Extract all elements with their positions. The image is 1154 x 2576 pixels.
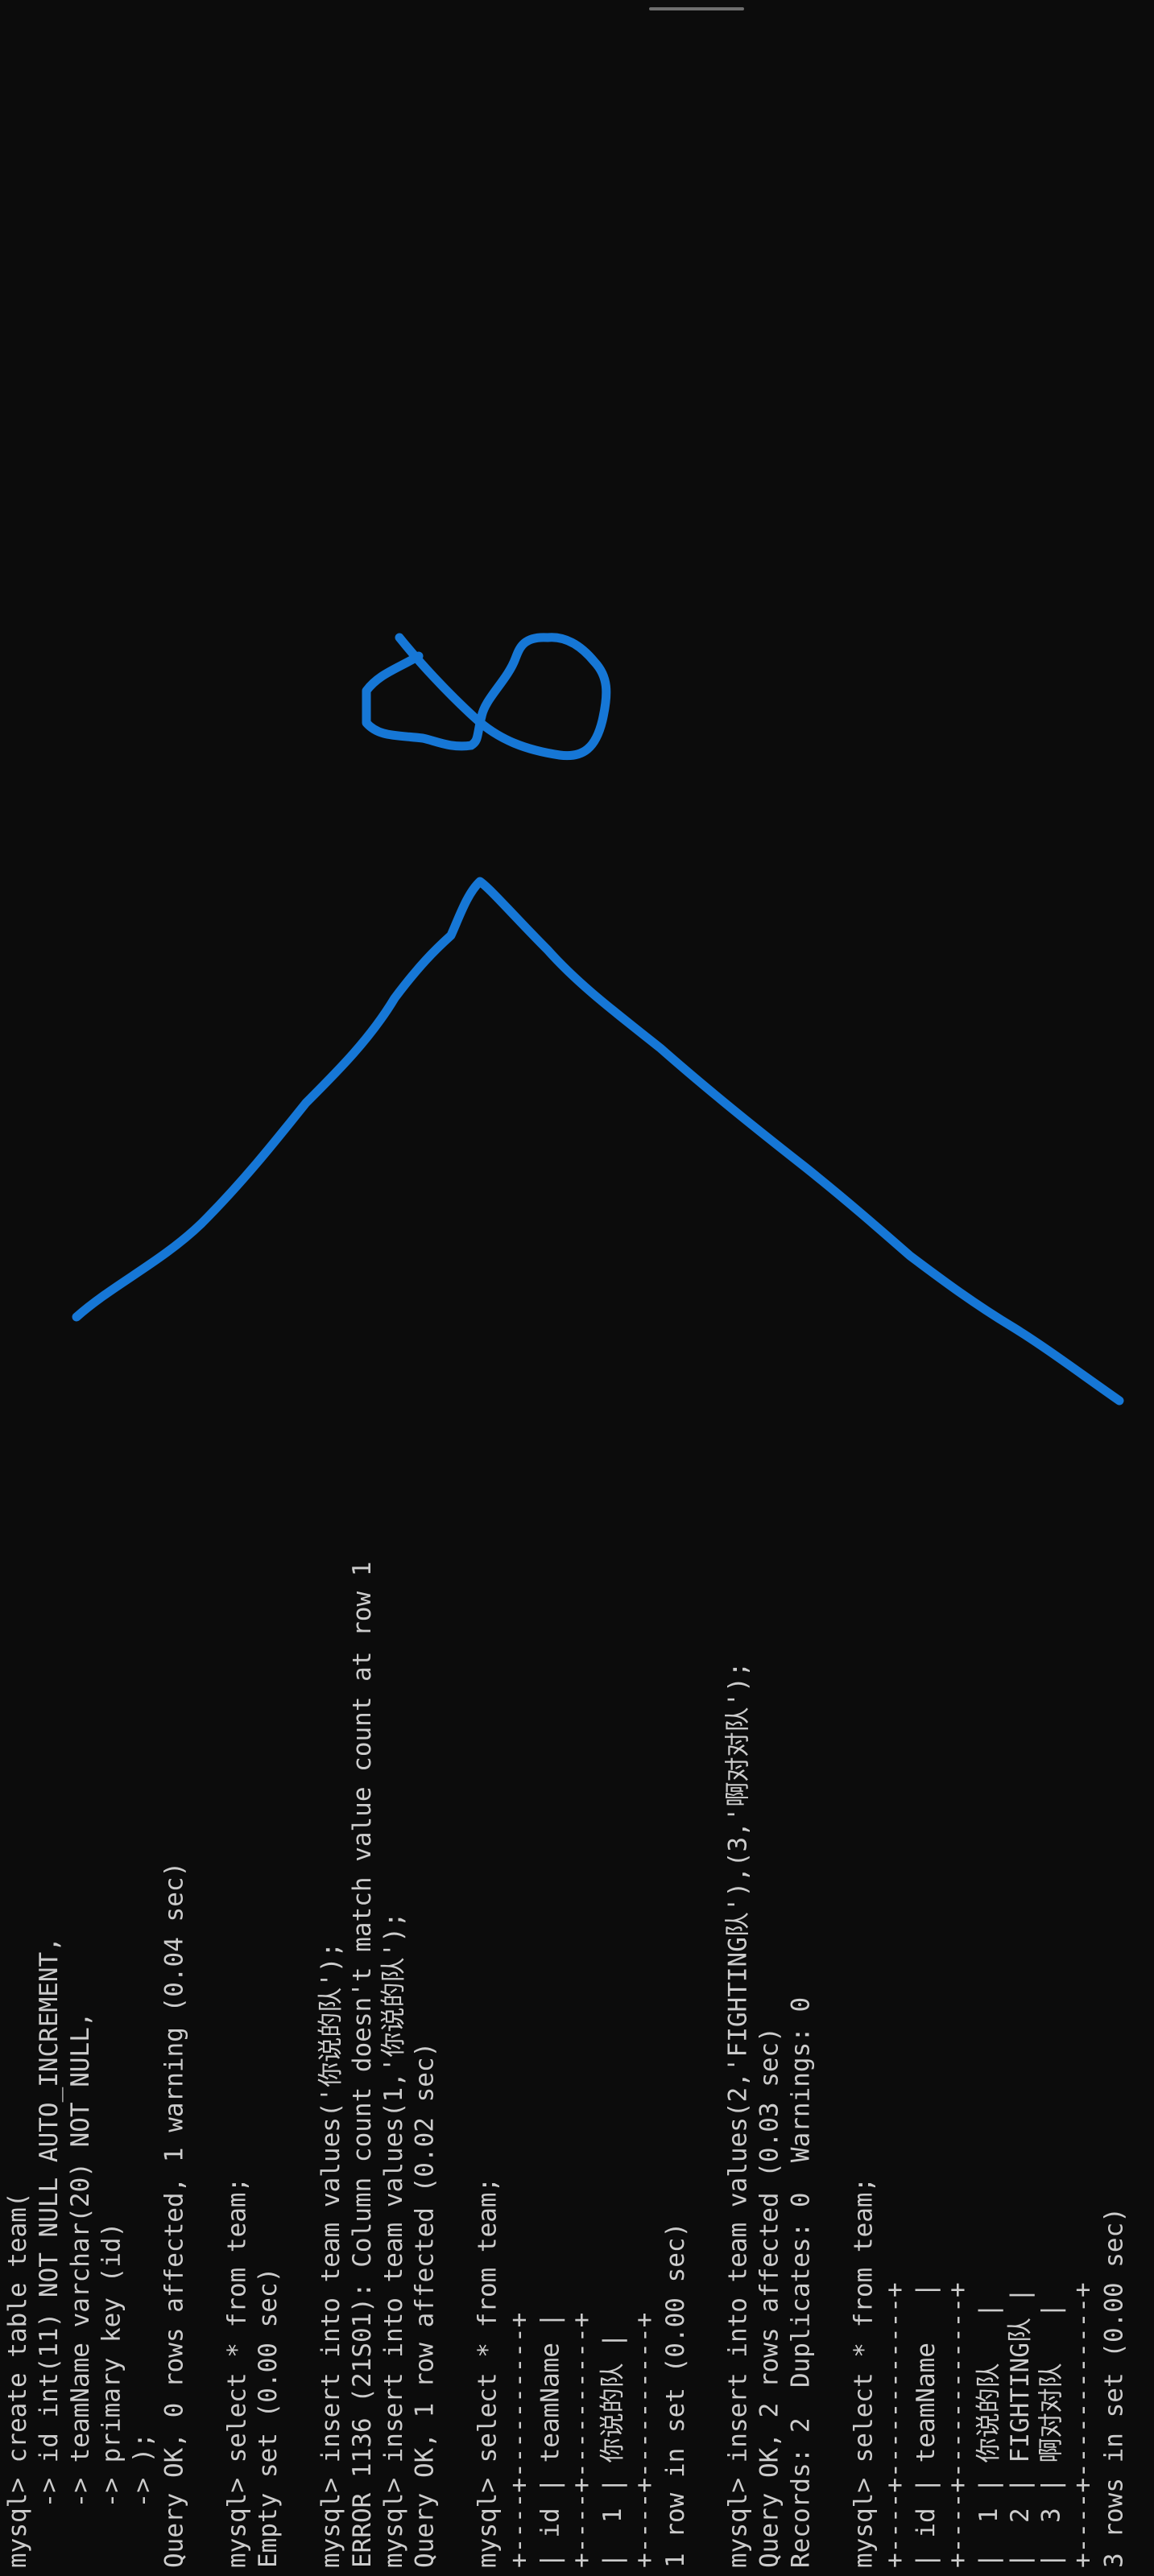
terminal-line: Query OK, 2 rows affected (0.03 sec) — [755, 2027, 784, 2568]
terminal-line: | 1 | 你说的队 | — [598, 2333, 627, 2568]
ink-stroke-infinity-loop — [362, 633, 611, 761]
terminal-line: | 2 | FIGHTING队 | — [1006, 2288, 1035, 2568]
terminal-line: mysql> insert into team values(1,'你说的队')… — [379, 1912, 408, 2568]
terminal-line: mysql> insert into team values('你说的队'); — [316, 1942, 345, 2568]
terminal-line: +----+----------+ — [567, 2313, 596, 2568]
home-indicator[interactable] — [649, 7, 744, 10]
terminal-line: Query OK, 0 rows affected, 1 warning (0.… — [160, 1862, 189, 2568]
terminal-line: | 3 | 啊对对队 | — [1037, 2303, 1066, 2568]
terminal-line: mysql> create table team( — [3, 2192, 32, 2568]
ink-stroke-mountain — [72, 877, 1124, 1406]
terminal-line: | id | teamName | — [912, 2282, 941, 2568]
terminal-line: Query OK, 1 row affected (0.02 sec) — [411, 2042, 440, 2568]
terminal-line: Records: 2 Duplicates: 0 Warnings: 0 — [787, 1997, 816, 2568]
terminal-line: 3 rows in set (0.00 sec) — [1100, 2207, 1129, 2568]
terminal-line: -> primary key (id) — [97, 2223, 126, 2568]
terminal-line: +----+------------+ — [880, 2282, 909, 2568]
terminal-line: | 1 | 你说的队 | — [974, 2303, 1003, 2568]
terminal-line: 1 row in set (0.00 sec) — [661, 2223, 690, 2568]
terminal-line: mysql> select * from team; — [222, 2178, 251, 2568]
terminal-line: -> ); — [129, 2433, 158, 2568]
terminal-line: mysql> select * from team; — [849, 2178, 878, 2568]
terminal-line: +----+----------+ — [630, 2313, 659, 2568]
terminal-line: -> teamName varchar(20) NOT NULL, — [66, 2012, 95, 2568]
terminal-line: -> id int(11) NOT NULL AUTO_INCREMENT, — [35, 1937, 64, 2568]
terminal-line: +----+----------+ — [504, 2313, 533, 2568]
terminal-line: +----+------------+ — [943, 2282, 972, 2568]
terminal-line: Empty set (0.00 sec) — [254, 2268, 283, 2568]
terminal-line: | id | teamName | — [536, 2313, 565, 2568]
terminal-line: mysql> select * from team; — [474, 2178, 503, 2568]
terminal-line: ERROR 1136 (21S01): Column count doesn't… — [348, 1562, 377, 2568]
terminal-line: mysql> insert into team values(2,'FIGHTI… — [724, 1662, 753, 2568]
terminal-line: +----+------------+ — [1069, 2282, 1098, 2568]
terminal-text-block: mysql> create table team( -> id int(11) … — [3, 1562, 1129, 2568]
